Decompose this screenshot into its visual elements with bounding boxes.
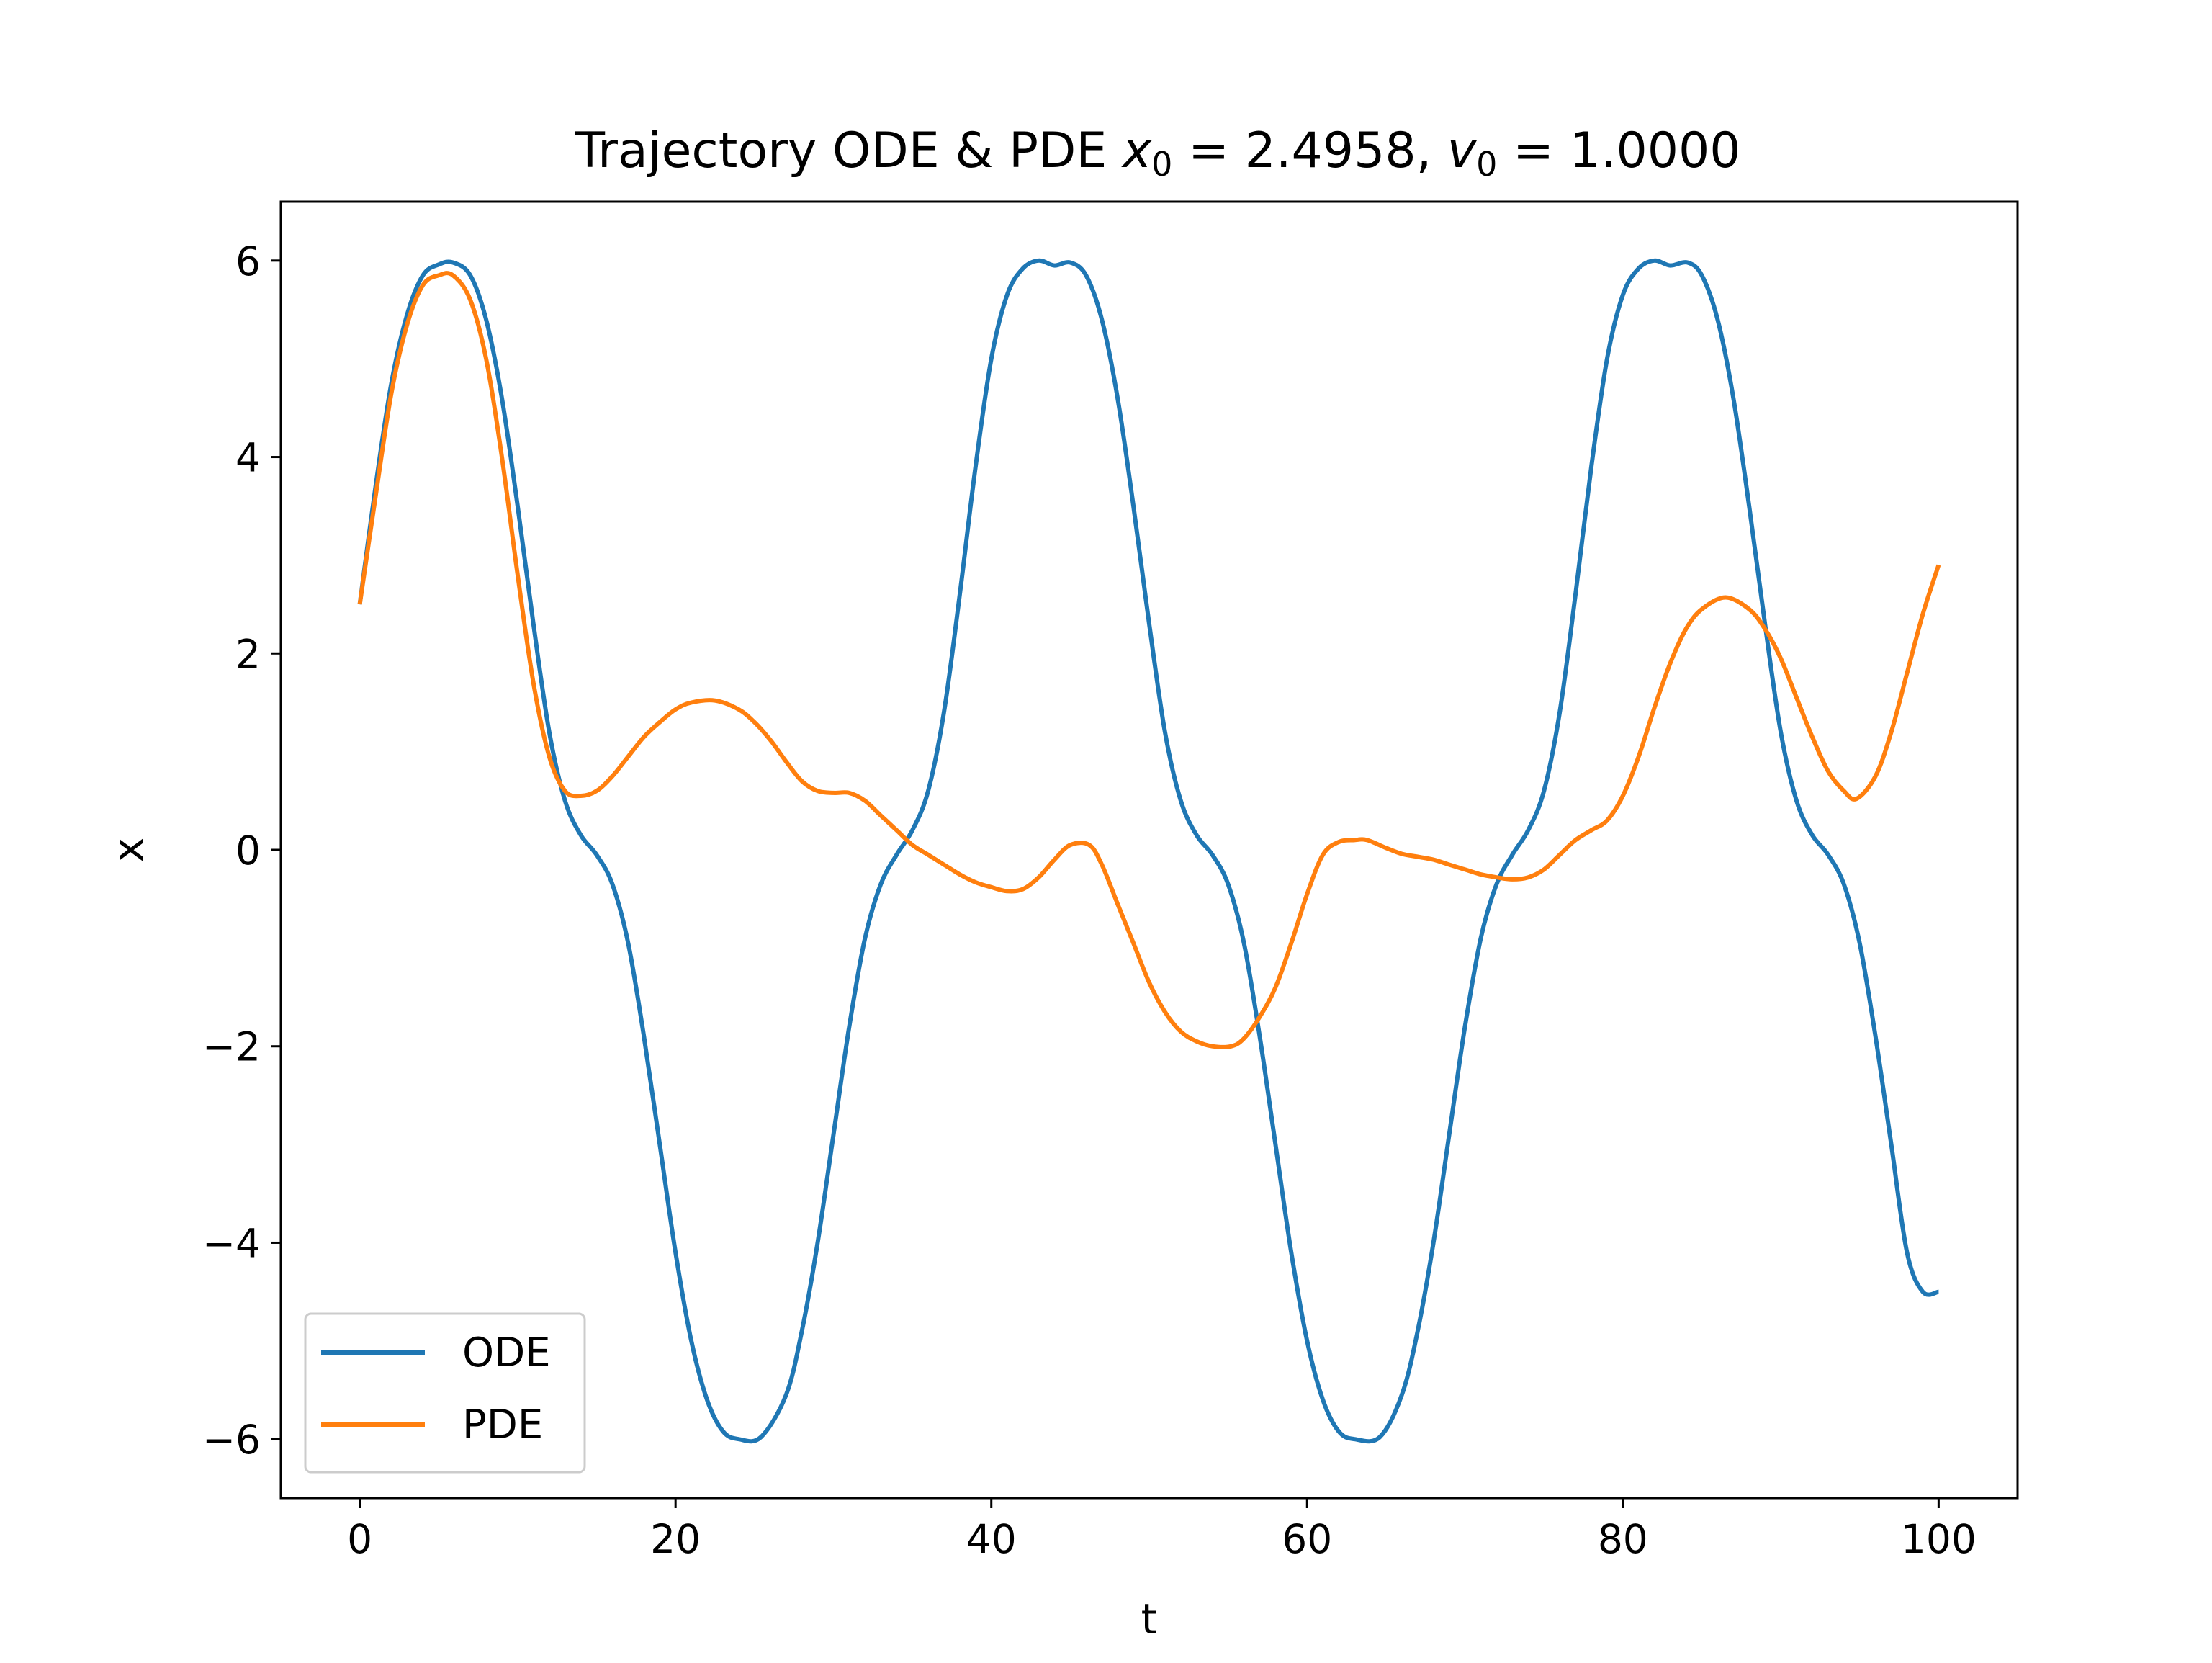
legend-label-ode: ODE: [462, 1330, 551, 1376]
y-tick-label: 4: [235, 435, 261, 481]
x-tick-label: 60: [1282, 1516, 1332, 1562]
x-tick-label: 40: [966, 1516, 1017, 1562]
y-tick-label: 6: [235, 238, 261, 284]
y-tick-label: −6: [202, 1417, 261, 1463]
series-line-pde: [357, 271, 1941, 1049]
x-axis-label: t: [1141, 1595, 1158, 1644]
chart-title: Trajectory ODE & PDE x0 = 2.4958, v0 = 1…: [575, 122, 1741, 184]
x-tick-label: 100: [1901, 1516, 1977, 1562]
legend: ODE PDE: [304, 1312, 586, 1474]
series-layer: [357, 258, 1941, 1444]
y-tick-label: 2: [235, 631, 261, 677]
series-line-ode: [357, 258, 1940, 1444]
y-tick-label: −2: [202, 1024, 261, 1070]
x-tick-label: 20: [650, 1516, 701, 1562]
legend-label-pde: PDE: [462, 1402, 543, 1448]
x-axis: 0 20 40 60 80 100: [347, 1498, 1977, 1562]
x-tick-label: 0: [347, 1516, 372, 1562]
y-axis: −6 −4 −2 0 2 4 6: [202, 238, 281, 1463]
y-axis-label: x: [104, 838, 153, 862]
y-tick-label: −4: [202, 1220, 261, 1266]
x-tick-label: 80: [1598, 1516, 1648, 1562]
y-tick-label: 0: [235, 828, 261, 874]
